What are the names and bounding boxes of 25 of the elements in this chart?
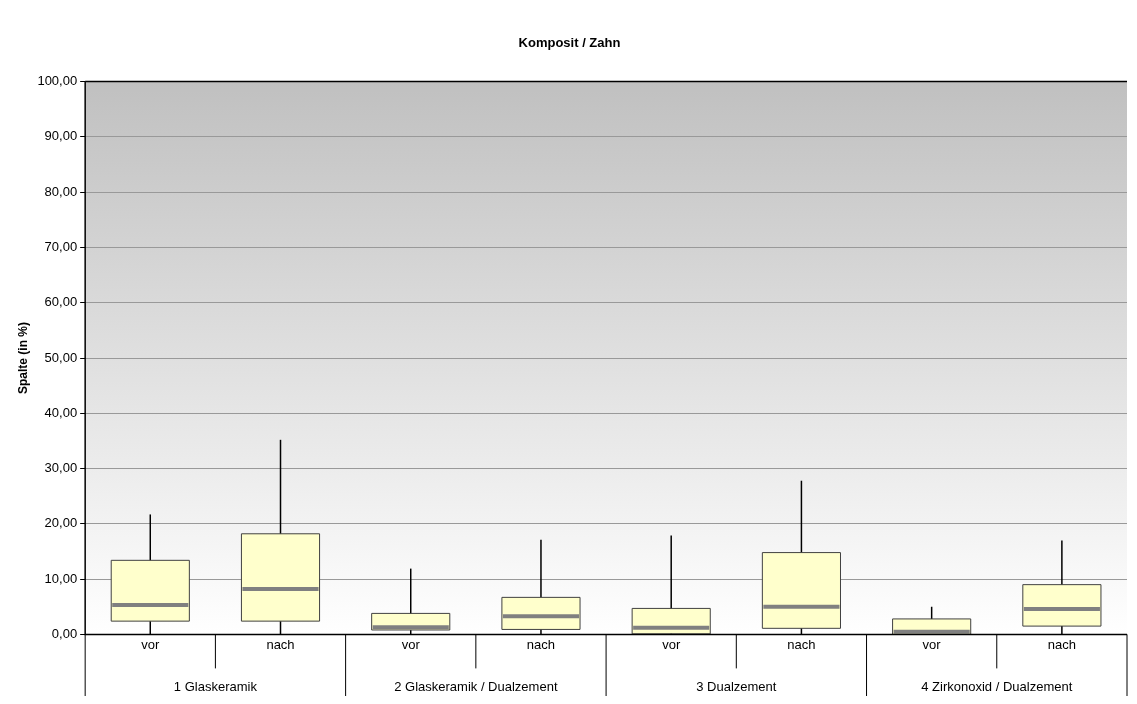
y-tick-label: 60,00: [44, 294, 78, 310]
x-tick-label: nach: [787, 636, 816, 652]
text: 2 Glaskeramik / Dualzement: [394, 678, 558, 694]
x-tick-label: nach: [526, 636, 556, 652]
chart-title: Komposit / Zahn: [518, 35, 621, 51]
text: 3 Dualzement: [696, 678, 777, 694]
y-tick-label: 0,00: [51, 625, 78, 641]
x-tick-label: nach: [266, 636, 295, 652]
x-tick-label: vor: [662, 636, 681, 652]
y-tick-label: 30,00: [44, 460, 78, 476]
y-tick-label: 90,00: [44, 128, 78, 144]
x-tick-label: vor: [141, 636, 160, 652]
x-tick-label: vor: [401, 636, 421, 652]
y-tick-label: 80,00: [44, 183, 78, 199]
y-tick-label: 50,00: [44, 349, 78, 365]
y-tick-label: 100,00: [37, 73, 78, 89]
x-tick-label: nach: [1047, 636, 1076, 652]
y-axis-title: Spalte (in %): [15, 321, 30, 395]
y-tick-label: 20,00: [44, 515, 78, 531]
y-tick-label: 70,00: [44, 239, 78, 255]
text: 1 Glaskeramik: [173, 678, 258, 694]
y-tick-label: 10,00: [44, 570, 78, 586]
text: 4 Zirkonoxid / Dualzement: [921, 678, 1073, 694]
x-tick-label: vor: [922, 636, 942, 652]
y-tick-label: 40,00: [44, 404, 78, 420]
